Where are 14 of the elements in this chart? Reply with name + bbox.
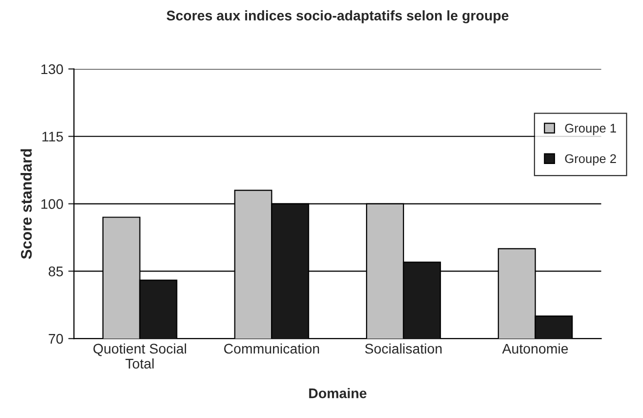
legend-label: Groupe 1	[565, 124, 616, 136]
y-axis-title: Score standard	[20, 149, 32, 259]
x-tick-label: Autonomie	[502, 343, 568, 354]
x-axis-title: Domaine	[309, 388, 366, 398]
y-tick-label: 85	[48, 266, 63, 276]
y-tick-label: 70	[48, 334, 63, 344]
chart-title: Scores aux indices socio-adaptatifs selon le groupe	[166, 10, 508, 24]
x-tick-label: Socialisation	[365, 343, 442, 354]
y-tick-label: 130	[41, 64, 63, 74]
x-tick-label: Communication	[224, 343, 320, 354]
y-tick-label: 115	[42, 132, 63, 142]
x-tick-label: Quotient Social Total	[93, 343, 186, 369]
legend-label: Groupe 2	[565, 154, 616, 166]
y-tick-label: 100	[41, 199, 63, 209]
